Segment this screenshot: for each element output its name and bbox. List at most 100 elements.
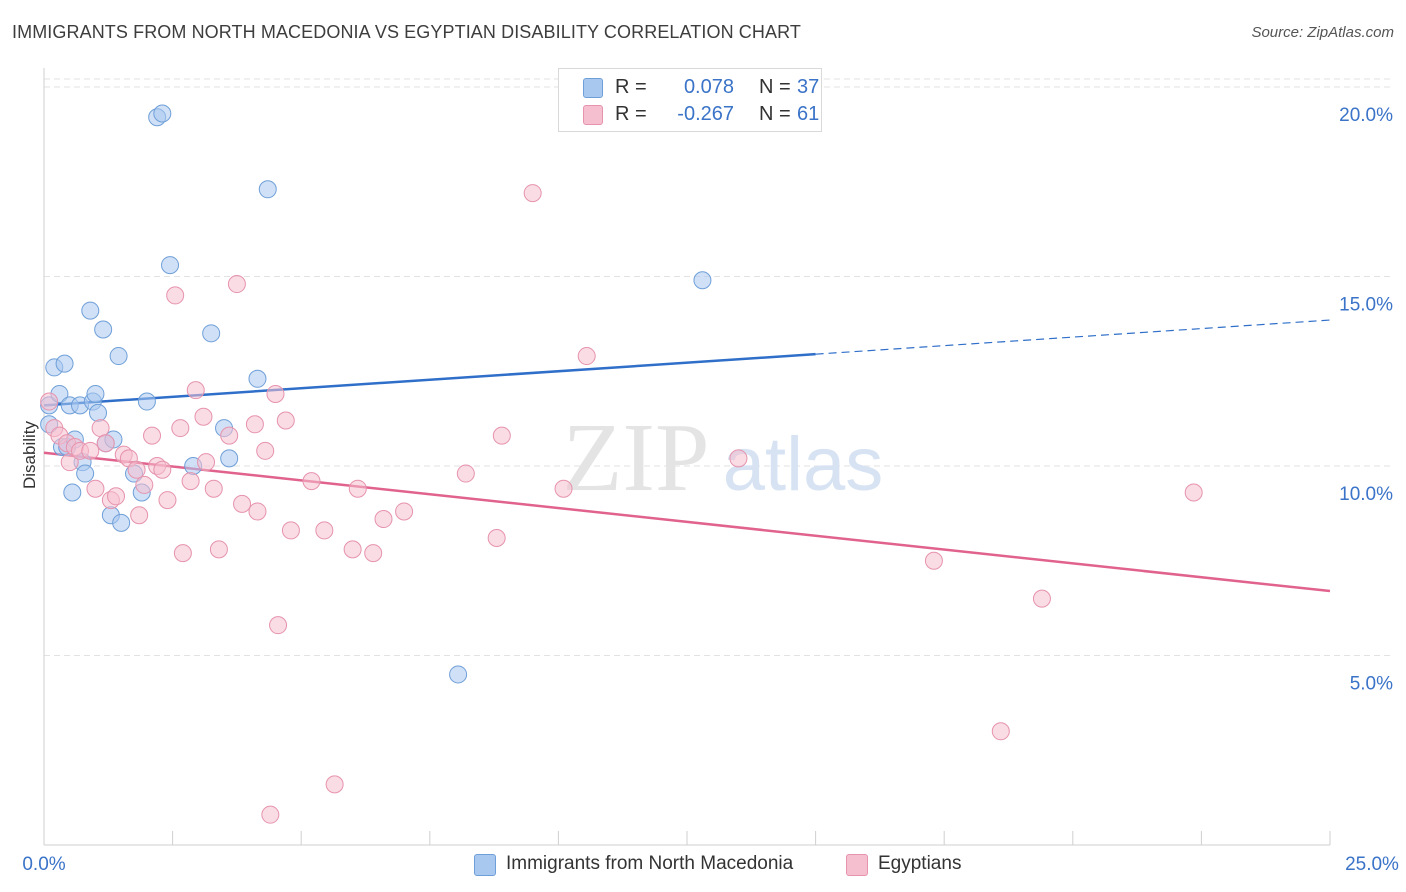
macedonia-point xyxy=(89,403,108,422)
egyptian-point xyxy=(281,521,300,540)
egyptian-point xyxy=(348,479,367,498)
macedonia-point xyxy=(137,392,156,411)
egyptian-point xyxy=(492,426,511,445)
x-tick-label: 0.0% xyxy=(22,854,65,875)
egyptian-point xyxy=(166,286,185,305)
egyptian-point xyxy=(729,449,748,468)
macedonia-point xyxy=(202,324,221,343)
egyptian-point xyxy=(245,415,264,434)
bottom-legend-label-egyptians: Egyptians xyxy=(878,853,962,874)
egyptian-point xyxy=(204,479,223,498)
legend-n-value: 61 xyxy=(797,103,820,125)
egyptian-point xyxy=(554,479,573,498)
source-label: Source: ZipAtlas.com xyxy=(1251,24,1394,41)
legend-r-value: -0.267 xyxy=(677,103,734,125)
egyptian-point xyxy=(364,544,383,563)
egyptian-point xyxy=(325,775,344,794)
egyptian-point xyxy=(523,184,542,203)
macedonia-trend-extension xyxy=(815,319,1331,355)
macedonia-point xyxy=(76,464,95,483)
egyptian-point xyxy=(1184,483,1203,502)
egyptian-point xyxy=(96,434,115,453)
bottom-legend-swatch-macedonia xyxy=(474,854,496,876)
egyptian-point xyxy=(924,551,943,570)
stats-legend: R = 0.078 N = 37 R = -0.267 N = 61 xyxy=(558,68,822,132)
macedonia-point xyxy=(55,354,74,373)
egyptian-point xyxy=(86,479,105,498)
egyptian-point xyxy=(130,506,149,525)
legend-swatch-egyptians xyxy=(583,105,603,125)
trend-layer xyxy=(43,319,1331,593)
y-tick-label: 10.0% xyxy=(1339,484,1393,505)
egyptian-point xyxy=(220,426,239,445)
chart-title: IMMIGRANTS FROM NORTH MACEDONIA VS EGYPT… xyxy=(12,22,801,42)
grid-layer xyxy=(44,78,1392,656)
legend-n-label: N = xyxy=(759,76,791,98)
tick-label-layer: 5.0% 10.0% 15.0% 20.0% 0.0% 25.0% xyxy=(22,105,1399,875)
egyptian-point xyxy=(81,441,100,460)
egyptian-point xyxy=(135,475,154,494)
egyptian-trend-line xyxy=(43,451,1331,593)
legend-n-label: N = xyxy=(759,103,791,125)
macedonia-point xyxy=(94,320,113,339)
egyptian-point xyxy=(343,540,362,559)
watermark-atlas: atlas xyxy=(723,422,884,507)
egyptian-point xyxy=(173,544,192,563)
macedonia-point xyxy=(153,104,172,123)
egyptian-point xyxy=(209,540,228,559)
egyptian-point xyxy=(194,407,213,426)
legend-n-value: 37 xyxy=(797,76,820,98)
macedonia-point xyxy=(86,384,105,403)
egyptian-point xyxy=(181,472,200,491)
egyptian-point xyxy=(158,491,177,510)
egyptian-point xyxy=(153,460,172,479)
macedonia-point xyxy=(81,301,100,320)
egyptian-point xyxy=(233,494,252,513)
egyptian-point xyxy=(171,419,190,438)
egyptian-point xyxy=(261,805,280,824)
egyptian-point xyxy=(395,502,414,521)
egyptian-point xyxy=(186,381,205,400)
points-layer xyxy=(40,104,1203,824)
macedonia-point xyxy=(161,256,180,275)
legend-r-label: R = xyxy=(615,103,647,125)
egyptian-point xyxy=(91,419,110,438)
macedonia-point xyxy=(248,369,267,388)
egyptian-point xyxy=(227,275,246,294)
egyptian-point xyxy=(302,472,321,491)
x-tick-label: 25.0% xyxy=(1345,854,1399,875)
axis-layer xyxy=(43,68,1331,846)
egyptian-point xyxy=(256,441,275,460)
egyptian-point xyxy=(248,502,267,521)
legend-swatch-macedonia xyxy=(583,78,603,98)
egyptian-point xyxy=(276,411,295,430)
egyptian-point xyxy=(374,510,393,529)
bottom-legend-label-macedonia: Immigrants from North Macedonia xyxy=(506,853,794,874)
macedonia-point xyxy=(693,271,712,290)
egyptian-point xyxy=(127,460,146,479)
bottom-legend-swatch-egyptians xyxy=(846,854,868,876)
legend-r-value: 0.078 xyxy=(683,76,734,98)
egyptian-point xyxy=(266,384,285,403)
egyptian-point xyxy=(143,426,162,445)
y-tick-label: 20.0% xyxy=(1339,105,1393,126)
egyptian-point xyxy=(197,453,216,472)
egyptian-point xyxy=(577,347,596,366)
egyptian-point xyxy=(456,464,475,483)
macedonia-point xyxy=(220,449,239,468)
egyptian-point xyxy=(40,392,59,411)
egyptian-point xyxy=(1032,589,1051,608)
watermark-zip: ZIP xyxy=(563,404,710,512)
macedonia-point xyxy=(449,665,468,684)
macedonia-point xyxy=(63,483,82,502)
egyptian-point xyxy=(107,487,126,506)
macedonia-point xyxy=(112,513,131,532)
egyptian-point xyxy=(487,528,506,547)
legend-r-label: R = xyxy=(615,76,647,98)
egyptian-point xyxy=(315,521,334,540)
macedonia-point xyxy=(109,347,128,366)
y-tick-label: 15.0% xyxy=(1339,294,1393,315)
egyptian-point xyxy=(269,616,288,635)
macedonia-point xyxy=(258,180,277,199)
